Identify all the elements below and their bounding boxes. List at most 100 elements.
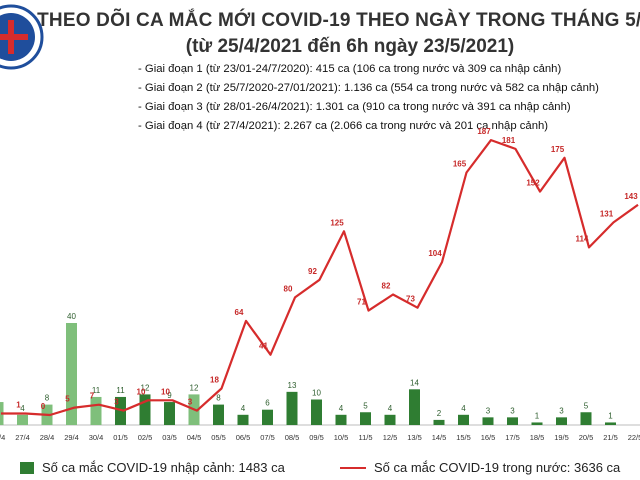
- x-tick-18/5: 18/5: [530, 433, 545, 442]
- x-tick-06/5: 06/5: [236, 433, 251, 442]
- period-notes: - Giai đoạn 1 (từ 23/01-24/7/2020): 415 …: [138, 60, 599, 136]
- line-label-07/5: 41: [259, 342, 268, 351]
- bar-label-19/5: 3: [559, 406, 564, 415]
- line-label-03/5: 10: [161, 387, 170, 396]
- bar-label-17/5: 3: [510, 406, 515, 415]
- bar-label-16/5: 3: [486, 406, 491, 415]
- bar-06/5: [237, 414, 249, 425]
- bar-label-18/5: 1: [535, 411, 540, 420]
- x-tick-16/5: 16/5: [481, 433, 496, 442]
- x-tick-14/5: 14/5: [432, 433, 447, 442]
- legend-bars-label: Số ca mắc COVID-19 nhập cảnh: 1483 ca: [42, 460, 285, 475]
- bar-label-29/4: 40: [67, 312, 76, 321]
- bar-21/5: [605, 422, 616, 425]
- legend-line-swatch: [340, 466, 366, 469]
- x-tick-04/5: 04/5: [187, 433, 202, 442]
- line-label-29/4: 5: [65, 395, 70, 404]
- x-tick-21/5: 21/5: [603, 433, 618, 442]
- line-label-08/5: 80: [284, 284, 293, 293]
- line-label-09/5: 92: [308, 267, 317, 276]
- bar-label-11/5: 5: [363, 401, 368, 410]
- bar-10/5: [335, 414, 347, 425]
- legend-line: Số ca mắc COVID-19 trong nước: 3636 ca: [340, 460, 620, 475]
- bar-30/4: [90, 396, 102, 425]
- x-tick-15/5: 15/5: [456, 433, 471, 442]
- line-label-16/5: 187: [477, 127, 491, 136]
- line-label-30/4: 7: [90, 392, 95, 401]
- bar-label-12/5: 4: [388, 404, 393, 413]
- line-label-12/5: 82: [382, 281, 391, 290]
- bar-09/5: [311, 399, 322, 425]
- bar-05/5: [213, 404, 224, 425]
- bar-label-02/5: 12: [141, 383, 150, 392]
- x-tick-10/5: 10/5: [334, 433, 349, 442]
- x-tick-19/5: 19/5: [554, 433, 569, 442]
- bar-18/5: [531, 422, 543, 425]
- bar-27/4: [17, 414, 28, 425]
- legend: Số ca mắc COVID-19 nhập cảnh: 1483 ca Số…: [0, 456, 640, 480]
- bar-label-05/5: 8: [216, 394, 221, 403]
- bar-03/5: [164, 402, 175, 425]
- x-tick-05/5: 05/5: [211, 433, 226, 442]
- bar-label-20/5: 5: [584, 401, 589, 410]
- bar-16/5: [482, 417, 494, 425]
- legend-bar-swatch: [20, 461, 34, 474]
- ministry-logo: [0, 4, 44, 70]
- bar-02/5: [139, 394, 151, 425]
- line-label-11/5: 71: [357, 298, 366, 307]
- bar-label-08/5: 13: [288, 381, 297, 390]
- bar-17/5: [507, 417, 518, 425]
- line-label-28/4: 0: [41, 402, 46, 411]
- x-tick-07/5: 07/5: [260, 433, 275, 442]
- bar-20/5: [580, 412, 592, 425]
- x-tick-09/5: 09/5: [309, 433, 324, 442]
- x-tick-17/5: 17/5: [505, 433, 520, 442]
- line-label-02/5: 10: [137, 387, 146, 396]
- line-label-10/5: 125: [330, 218, 344, 227]
- bar-19/5: [556, 417, 567, 425]
- x-tick-02/5: 02/5: [138, 433, 153, 442]
- x-tick-08/5: 08/5: [285, 433, 300, 442]
- bar-15/5: [458, 414, 469, 425]
- period-note-1: - Giai đoạn 1 (từ 23/01-24/7/2020): 415 …: [138, 63, 562, 75]
- line-label-15/5: 165: [453, 159, 467, 168]
- line-label-20/5: 114: [576, 234, 589, 243]
- x-tick-03/5: 03/5: [162, 433, 177, 442]
- bar-label-27/4: 4: [20, 404, 25, 413]
- bar-label-03/5: 9: [167, 391, 172, 400]
- bar-label-06/5: 4: [241, 404, 246, 413]
- legend-bars: Số ca mắc COVID-19 nhập cảnh: 1483 ca: [20, 460, 285, 475]
- x-tick-11/5: 11/5: [358, 433, 372, 442]
- line-label-17/5: 181: [502, 136, 516, 145]
- bar-label-09/5: 10: [312, 389, 321, 398]
- period-note-3: - Giai đoạn 3 (từ 28/01-26/4/2021): 1.30…: [138, 101, 571, 113]
- chart-subtitle: (từ 25/4/2021 đến 6h ngày 23/5/2021): [185, 36, 515, 57]
- line-label-22/5: 143: [624, 192, 638, 201]
- line-label-13/5: 73: [406, 295, 415, 304]
- bar-label-26/4: 9: [0, 391, 1, 400]
- domestic-cases-line: [1, 139, 639, 417]
- x-tick-28/4: 28/4: [40, 433, 55, 442]
- bar-label-10/5: 4: [339, 404, 344, 413]
- legend-line-label: Số ca mắc COVID-19 trong nước: 3636 ca: [374, 460, 621, 475]
- bar-label-30/4: 11: [92, 386, 101, 395]
- bar-12/5: [384, 414, 396, 425]
- x-tick-13/5: 13/5: [407, 433, 422, 442]
- line-label-21/5: 131: [600, 209, 614, 218]
- line-label-19/5: 175: [551, 145, 565, 154]
- line-label-27/4: 1: [16, 401, 21, 410]
- line-label-18/5: 152: [526, 179, 540, 188]
- line-label-01/5: 3: [114, 398, 119, 407]
- x-tick-12/5: 12/5: [383, 433, 398, 442]
- line-label-04/5: 3: [188, 398, 193, 407]
- line-label-05/5: 18: [210, 376, 219, 385]
- x-tick-29/4: 29/4: [64, 433, 79, 442]
- x-tick-27/4: 27/4: [15, 433, 30, 442]
- bar-label-14/5: 2: [437, 409, 442, 418]
- bar-29/4: [66, 323, 77, 425]
- x-tick-22/5: 22/5: [628, 433, 640, 442]
- period-note-4: - Giai đoạn 4 (từ 27/4/2021): 2.267 ca (…: [138, 120, 549, 132]
- bar-label-13/5: 14: [410, 378, 419, 387]
- bar-11/5: [360, 412, 371, 425]
